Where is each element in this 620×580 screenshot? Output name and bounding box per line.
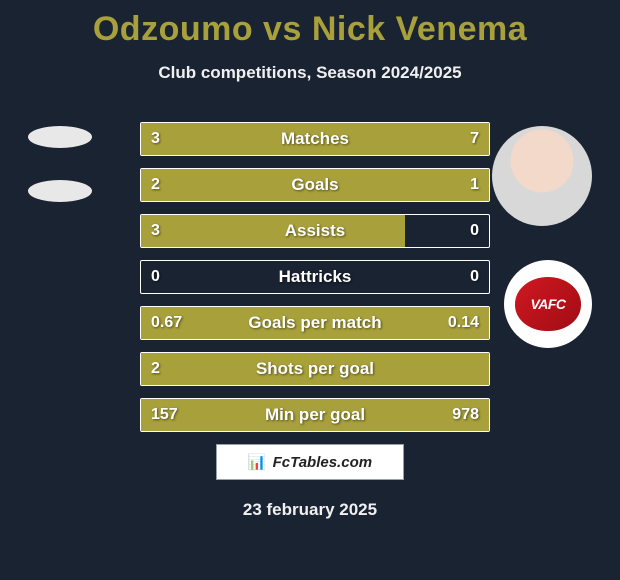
bar-row: 3 0Assists xyxy=(140,214,490,248)
bar-value-right: 0 xyxy=(470,215,479,247)
bar-value-left: 0.67 xyxy=(151,307,182,339)
chart-icon: 📊 xyxy=(248,453,267,471)
club-badge: VAFC xyxy=(515,277,581,331)
bar-row: 0 0Hattricks xyxy=(140,260,490,294)
bar-row: 0.67 0.14Goals per match xyxy=(140,306,490,340)
bar-value-right: 0.14 xyxy=(448,307,479,339)
bar-row: 2 1Goals xyxy=(140,168,490,202)
player2-club-badge-container: VAFC xyxy=(504,260,592,348)
bar-value-left: 2 xyxy=(151,353,160,385)
comparison-bars: 37Matches21Goals30Assists00Hattricks0.67… xyxy=(140,122,490,444)
player2-avatar xyxy=(492,126,592,226)
bar-row: 3 7Matches xyxy=(140,122,490,156)
date-text: 23 february 2025 xyxy=(0,500,620,520)
bar-value-left: 3 xyxy=(151,215,160,247)
source-text: FcTables.com xyxy=(273,454,372,471)
bar-value-left: 2 xyxy=(151,169,160,201)
player1-avatar-placeholder-2 xyxy=(28,180,92,202)
bar-label: Shots per goal xyxy=(141,353,489,385)
bar-label: Matches xyxy=(141,123,489,155)
bar-label: Goals xyxy=(141,169,489,201)
bar-value-right: 0 xyxy=(470,261,479,293)
bar-label: Min per goal xyxy=(141,399,489,431)
bar-value-right: 7 xyxy=(470,123,479,155)
bar-row: 157 978Min per goal xyxy=(140,398,490,432)
bar-row: 2Shots per goal xyxy=(140,352,490,386)
bar-label: Goals per match xyxy=(141,307,489,339)
bar-label: Assists xyxy=(141,215,489,247)
bar-value-left: 0 xyxy=(151,261,160,293)
subtitle: Club competitions, Season 2024/2025 xyxy=(0,63,620,83)
bar-value-right: 978 xyxy=(452,399,479,431)
bar-value-right: 1 xyxy=(470,169,479,201)
bar-value-left: 3 xyxy=(151,123,160,155)
bar-label: Hattricks xyxy=(141,261,489,293)
bar-value-left: 157 xyxy=(151,399,178,431)
source-badge: 📊 FcTables.com xyxy=(216,444,404,480)
page-title: Odzoumo vs Nick Venema xyxy=(0,0,620,49)
player1-avatar-placeholder-1 xyxy=(28,126,92,148)
